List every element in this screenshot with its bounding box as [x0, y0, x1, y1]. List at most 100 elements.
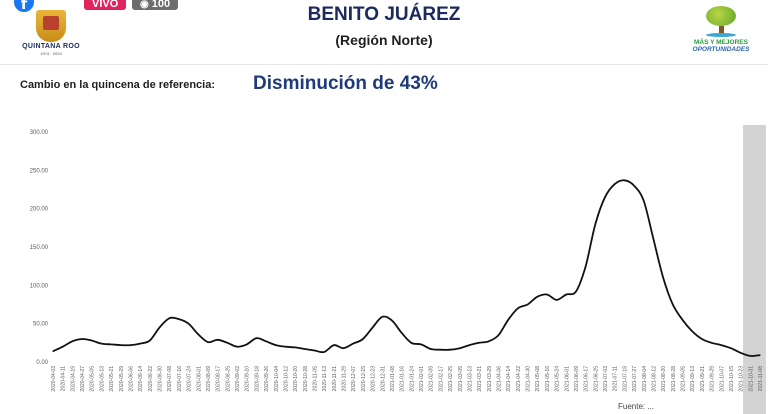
- x-tick-label: 2021-02-25: [448, 366, 454, 392]
- series-line: [52, 179, 761, 357]
- y-tick-label: 150.00: [30, 245, 49, 251]
- x-tick-label: 2020-06-22: [148, 366, 154, 392]
- data-point: [575, 290, 577, 293]
- data-point: [313, 349, 316, 352]
- logo-right-line2: OPORTUNIDADES: [692, 46, 750, 53]
- x-tick-label: 2021-05-24: [555, 366, 561, 392]
- x-tick-label: 2020-08-01: [196, 366, 202, 392]
- data-point: [188, 323, 190, 325]
- y-tick-label: 300.00: [30, 130, 49, 136]
- x-tick-label: 2020-12-15: [361, 366, 367, 392]
- x-tick-label: 2020-09-26: [264, 366, 270, 392]
- x-tick-label: 2021-06-09: [574, 366, 580, 392]
- data-point: [381, 316, 383, 318]
- viewers-badge: ◉ 100: [132, 0, 179, 10]
- data-point: [691, 330, 693, 332]
- data-point: [681, 319, 684, 321]
- data-point: [91, 339, 93, 342]
- data-point: [430, 348, 432, 350]
- data-point: [110, 343, 112, 345]
- x-tick-label: 2021-06-17: [584, 366, 590, 392]
- x-tick-label: 2021-08-20: [661, 366, 667, 392]
- data-point: [71, 340, 73, 342]
- x-tick-label: 2021-01-08: [390, 366, 396, 392]
- data-point: [217, 339, 219, 341]
- data-point: [255, 337, 257, 339]
- x-tick-label: 2020-05-13: [99, 366, 105, 392]
- viewers-count: 100: [151, 0, 171, 10]
- y-tick-label: 200.00: [30, 207, 49, 213]
- x-tick-label: 2021-10-23: [739, 366, 745, 392]
- data-point: [517, 307, 519, 309]
- x-tick-label: 2020-04-03: [51, 366, 57, 392]
- x-tick-label: 2021-07-11: [613, 366, 619, 391]
- data-point: [100, 343, 102, 345]
- data-point: [701, 338, 703, 340]
- x-tick-label: 2020-11-29: [342, 366, 348, 391]
- x-tick-label: 2021-06-01: [564, 366, 570, 392]
- data-point: [759, 354, 761, 356]
- x-tick-label: 2020-12-07: [351, 366, 357, 392]
- x-tick-label: 2020-11-05: [312, 366, 318, 391]
- change-value: Disminución de 43%: [253, 73, 438, 94]
- data-point: [410, 342, 412, 344]
- x-tick-label: 2021-11-08: [758, 366, 764, 391]
- x-tick-label: 2020-08-09: [206, 366, 212, 392]
- x-tick-label: 2020-06-14: [138, 366, 144, 392]
- data-point: [556, 299, 558, 301]
- x-tick-label: 2020-05-21: [109, 366, 115, 392]
- data-point: [284, 346, 286, 348]
- x-tick-label: 2020-11-13: [322, 366, 328, 391]
- coat-of-arms-icon: [36, 10, 66, 42]
- live-stream-overlay: f VIVO ◉ 100: [0, 0, 190, 14]
- x-tick-label: 2021-10-07: [719, 366, 725, 392]
- data-point: [633, 185, 635, 187]
- data-point: [623, 179, 626, 181]
- data-point: [294, 346, 296, 348]
- data-point: [507, 319, 509, 321]
- data-point: [352, 343, 354, 345]
- data-point: [565, 293, 567, 296]
- x-tick-label: 2021-10-15: [729, 366, 735, 392]
- x-tick-label: 2021-02-09: [429, 366, 435, 392]
- x-tick-label: 2020-09-10: [245, 366, 251, 392]
- data-point: [662, 277, 664, 279]
- data-point: [81, 338, 83, 340]
- x-tick-label: 2021-09-05: [681, 366, 687, 392]
- x-tick-label: 2021-09-29: [710, 366, 716, 392]
- x-tick-label: 2020-05-29: [119, 366, 125, 392]
- x-tick-label: 2020-04-11: [61, 366, 67, 391]
- x-tick-label: 2020-05-05: [90, 366, 96, 392]
- data-point: [129, 344, 132, 346]
- x-tick-label: 2021-02-17: [438, 366, 444, 392]
- y-tick-label: 100.00: [30, 283, 49, 289]
- tree-icon: [706, 6, 736, 26]
- data-point: [120, 344, 122, 346]
- logo-right-line1: MÁS Y MEJORES: [694, 39, 748, 46]
- eye-icon: ◉: [140, 0, 149, 10]
- oportunidades-logo: MÁS Y MEJORES OPORTUNIDADES: [686, 6, 756, 64]
- data-point: [265, 340, 267, 342]
- data-point: [401, 332, 403, 334]
- x-tick-label: 2021-05-08: [535, 366, 541, 392]
- x-tick-label: 2021-04-14: [506, 366, 512, 392]
- x-tick-label: 2020-11-21: [332, 366, 338, 391]
- data-point: [362, 338, 364, 340]
- x-tick-label: 2021-07-19: [622, 366, 628, 392]
- data-point: [52, 350, 54, 352]
- x-tick-label: 2021-10-31: [748, 366, 754, 392]
- x-tick-label: 2021-08-12: [651, 366, 657, 392]
- facebook-icon[interactable]: f: [14, 0, 34, 13]
- y-tick-label: 50.00: [33, 322, 49, 328]
- x-tick-label: 2020-08-25: [225, 366, 231, 392]
- line-chart: 0.0050.00100.00150.00200.00250.00300.00 …: [30, 125, 766, 414]
- data-point: [168, 317, 170, 319]
- x-tick-label: 2020-10-04: [274, 366, 280, 392]
- logo-left-name: QUINTANA ROO: [22, 43, 80, 50]
- tree-trunk: [718, 26, 724, 33]
- data-point: [488, 340, 490, 342]
- data-point: [604, 196, 606, 198]
- x-tick-label: 2021-03-21: [477, 366, 483, 392]
- x-tick-label: 2020-04-19: [70, 366, 76, 392]
- logo-left-years: 1974 · 2024: [40, 51, 62, 56]
